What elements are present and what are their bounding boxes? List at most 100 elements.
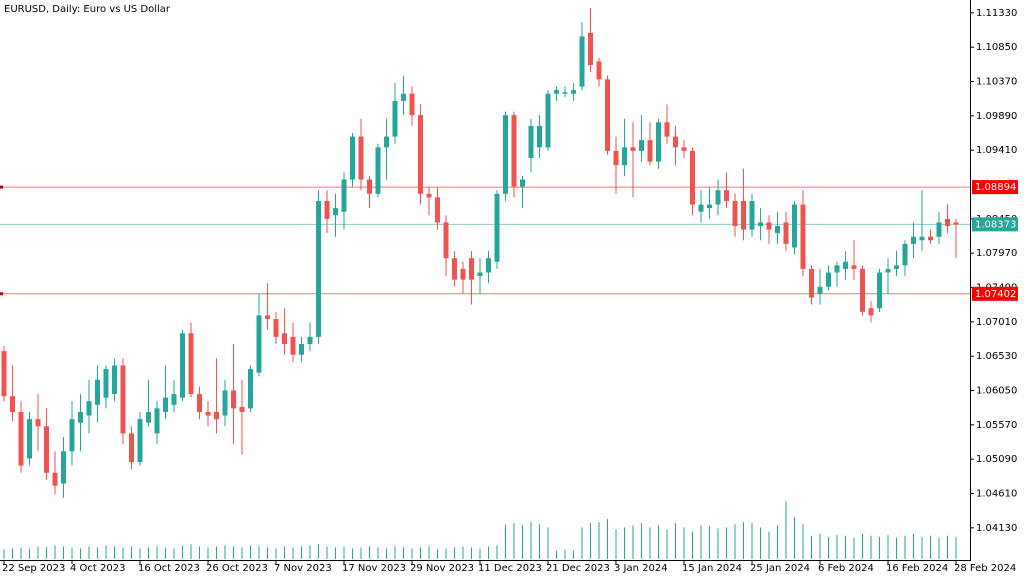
candle-body [367, 179, 372, 194]
candle-body [639, 140, 644, 151]
candle-body [120, 365, 126, 434]
chart-title: EURUSD, Daily: Euro vs US Dollar [4, 4, 171, 15]
candle-body [834, 265, 840, 273]
candle-body [579, 36, 585, 87]
candle-body [171, 394, 177, 405]
x-tick-label: 22 Sep 2023 [2, 563, 65, 574]
candle-body [103, 369, 109, 398]
candle-body [358, 136, 364, 180]
x-tick-label: 15 Jan 2024 [682, 563, 742, 574]
candle-body [409, 93, 415, 116]
candle-body [205, 411, 211, 416]
candle-body [749, 200, 755, 230]
x-tick-label: 11 Dec 2023 [478, 563, 542, 574]
candle-body [953, 222, 959, 225]
candle-body [613, 150, 619, 166]
candle-body [656, 122, 661, 162]
candle-body [290, 336, 296, 355]
candle-body [435, 197, 440, 223]
candle-body [800, 204, 806, 269]
candle-body [307, 336, 313, 345]
level-label-bg [972, 217, 1018, 232]
candle-body [520, 179, 525, 187]
x-tick-label: 16 Oct 2023 [138, 563, 200, 574]
candle-body [571, 90, 576, 94]
level-label: 1.07402 [975, 289, 1016, 300]
candle-body [605, 79, 610, 151]
candle-body [630, 147, 636, 151]
level-anchor [0, 292, 3, 296]
candle-body [936, 222, 942, 237]
candle-body [35, 419, 41, 427]
candle-body [146, 411, 151, 423]
y-tick-label: 1.04130 [976, 523, 1017, 534]
candle-body [265, 315, 270, 319]
candle-body [239, 406, 245, 412]
candle-body [341, 179, 347, 212]
candle-body [919, 236, 925, 241]
candle-body [511, 115, 517, 187]
candle-body [129, 433, 134, 463]
candle-body [868, 308, 874, 316]
candle-body [86, 401, 92, 416]
candle-body [384, 136, 389, 148]
x-tick-label: 26 Oct 2023 [206, 563, 268, 574]
candle-body [401, 93, 406, 101]
marker-layer: 1.08894 1.07402 1.08373 [972, 180, 1018, 301]
y-tick-label: 1.07010 [976, 317, 1017, 328]
candle-body [324, 200, 330, 219]
candle-body [902, 243, 908, 266]
x-tick-label: 21 Dec 2023 [546, 563, 610, 574]
candle-body [503, 115, 508, 194]
candle-body [214, 411, 219, 420]
candle-body [316, 200, 321, 337]
candle-body [928, 236, 933, 241]
candle-body [78, 411, 83, 423]
y-tick-label: 1.05090 [976, 454, 1017, 465]
candle-body [299, 344, 304, 355]
y-tick-label: 1.06050 [976, 385, 1017, 396]
level-layer [0, 185, 970, 296]
candle-body [163, 397, 168, 412]
candle-body [758, 222, 763, 227]
level-label-bg [972, 180, 1018, 195]
candle-body [809, 268, 814, 298]
x-tick-label: 16 Feb 2024 [886, 563, 948, 574]
candle-body [783, 222, 789, 244]
candle-body [95, 379, 100, 405]
candle-body [273, 318, 279, 337]
y-tick-label: 1.07970 [976, 248, 1017, 259]
level-label: 1.08894 [975, 182, 1016, 193]
volume-layer [3, 501, 957, 559]
candle-body [673, 136, 678, 148]
candle-body [392, 100, 398, 137]
x-tick-label: 6 Feb 2024 [818, 563, 874, 574]
candle-body [248, 369, 253, 409]
y-tick-label: 1.11330 [976, 8, 1017, 19]
candle-body [562, 92, 568, 94]
candle-body [860, 268, 865, 312]
candle-body [792, 204, 797, 248]
x-tick-label: 29 Nov 2023 [410, 563, 474, 574]
candle-body [418, 115, 423, 194]
candle-body [443, 222, 449, 259]
candle-body [477, 272, 483, 277]
candle-body [375, 147, 381, 194]
candle-body [494, 193, 500, 262]
y-tick-label: 1.09890 [976, 111, 1017, 122]
candle-body [537, 125, 542, 148]
y-tick-label: 1.05570 [976, 420, 1017, 431]
level-label-bg [972, 286, 1018, 301]
candle-body [10, 396, 15, 412]
candle-body [27, 419, 32, 459]
y-tick-label: 1.06530 [976, 351, 1017, 362]
candle-body [885, 268, 891, 273]
x-tick-label: 25 Jan 2024 [750, 563, 810, 574]
level-anchor [0, 185, 3, 189]
candle-body [426, 193, 432, 198]
candle-body [180, 333, 185, 398]
candle-body [44, 426, 49, 473]
candle-body [647, 140, 653, 162]
candle-body [945, 218, 950, 227]
